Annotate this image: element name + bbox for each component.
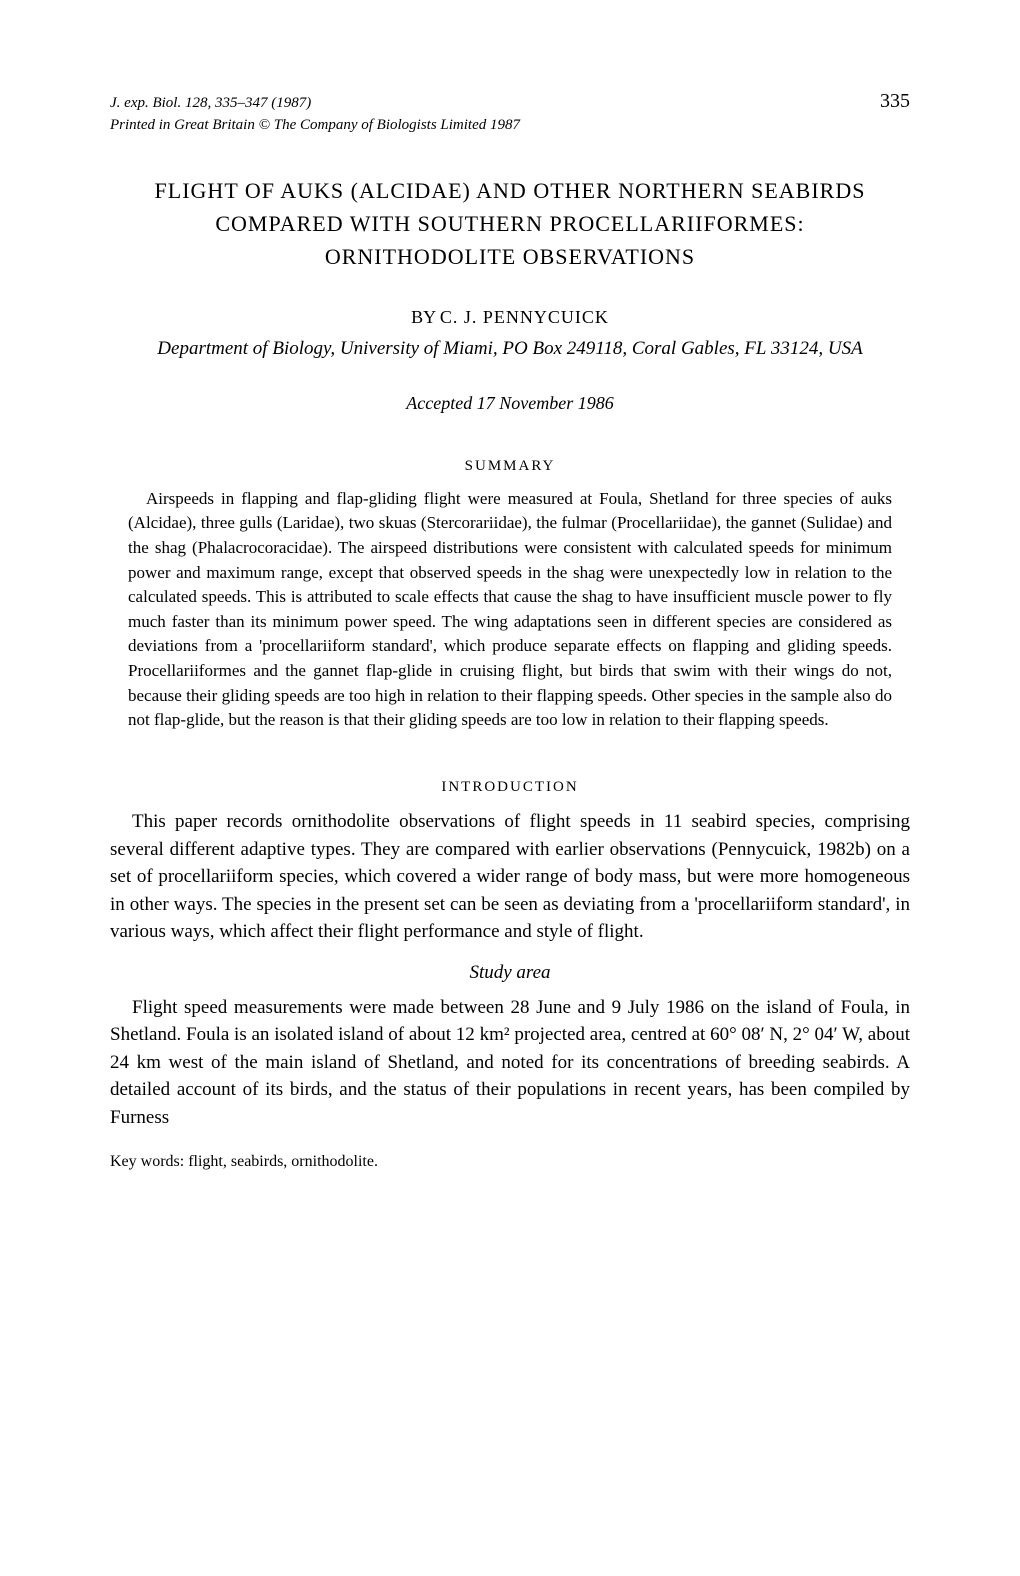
introduction-paragraph: This paper records ornithodolite observa… bbox=[110, 808, 910, 946]
summary-heading: SUMMARY bbox=[110, 458, 910, 475]
keywords: Key words: flight, seabirds, ornithodoli… bbox=[110, 1153, 910, 1171]
article-title: FLIGHT OF AUKS (ALCIDAE) AND OTHER NORTH… bbox=[110, 174, 910, 273]
study-area-heading: Study area bbox=[110, 962, 910, 984]
by-prefix: BY bbox=[411, 307, 440, 327]
author-name: C. J. PENNYCUICK bbox=[440, 307, 609, 327]
introduction-heading: INTRODUCTION bbox=[110, 779, 910, 796]
accepted-date: Accepted 17 November 1986 bbox=[110, 393, 910, 414]
summary-text: Airspeeds in flapping and flap-gliding f… bbox=[110, 487, 910, 733]
author-line: BY C. J. PENNYCUICK bbox=[110, 307, 910, 328]
page-number: 335 bbox=[880, 90, 910, 113]
author-affiliation: Department of Biology, University of Mia… bbox=[110, 336, 910, 363]
header-line: J. exp. Biol. 128, 335–347 (1987) 335 bbox=[110, 90, 910, 113]
journal-reference: J. exp. Biol. 128, 335–347 (1987) bbox=[110, 95, 311, 112]
copyright-line: Printed in Great Britain © The Company o… bbox=[110, 117, 910, 134]
study-area-paragraph: Flight speed measurements were made betw… bbox=[110, 994, 910, 1132]
